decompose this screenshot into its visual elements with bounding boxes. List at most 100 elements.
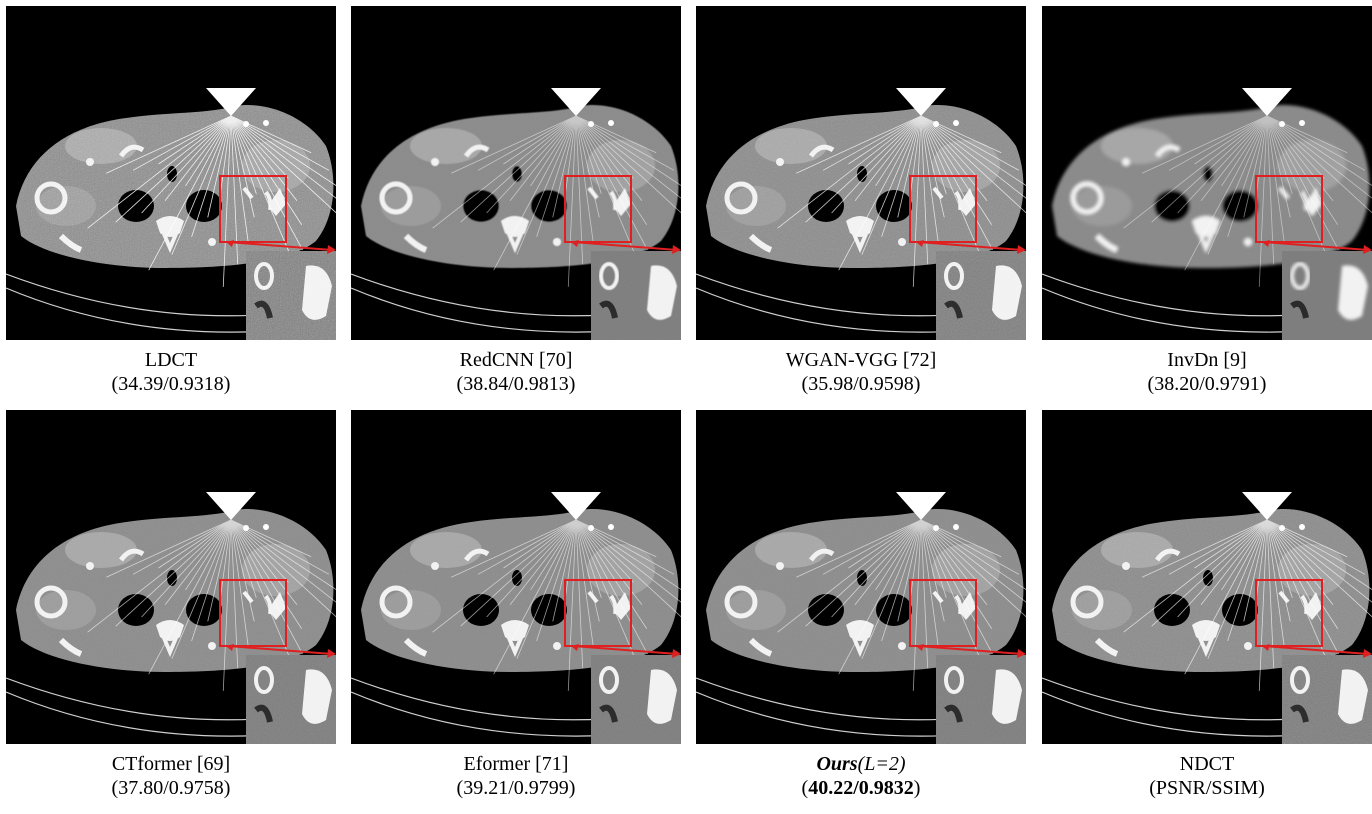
ct-image [351, 410, 681, 744]
streak-line [1266, 115, 1325, 179]
ct-slice-svg [696, 6, 1026, 340]
panel-caption: RedCNN [70] (38.84/0.9813) [351, 348, 681, 396]
muscle-region [1278, 140, 1346, 192]
ct-image [6, 410, 336, 744]
metric-bold-value: 40.22/0.9832 [808, 777, 914, 799]
metal-dot [1279, 121, 1285, 127]
metal-source [1242, 492, 1292, 520]
zoom-inset [246, 251, 336, 340]
streak-line [1266, 115, 1339, 251]
roi-arrowtail [916, 644, 924, 651]
metric-open-paren: ( [801, 777, 809, 799]
metal-source [206, 492, 256, 520]
method-name: CTformer [69] [111, 753, 231, 775]
metal-source [551, 88, 601, 116]
inset-dark-region [1290, 300, 1309, 319]
inset-noise [246, 655, 336, 744]
roi-arrow [917, 645, 1023, 655]
metal-source [896, 88, 946, 116]
method-name: NDCT [1179, 753, 1235, 775]
streak-line [1266, 115, 1293, 194]
panel-eformer: Eformer [71] (39.21/0.9799) [351, 410, 681, 800]
muscle-region [1072, 186, 1132, 226]
inset-noise [936, 655, 1026, 744]
bone-rib [1094, 233, 1119, 253]
air-cavity [1203, 166, 1213, 182]
inset-bone [1338, 265, 1368, 320]
roi-arrowhead [1017, 245, 1026, 254]
psnr-ssim-value: (37.80/0.9758) [111, 777, 231, 799]
ct-slice-svg [6, 6, 336, 340]
streak-line [1258, 115, 1268, 287]
inset-noise [1282, 655, 1372, 744]
roi-arrow [1263, 241, 1369, 251]
method-name: LDCT [144, 349, 198, 371]
roi-arrow [227, 241, 333, 251]
air-cavity [1154, 190, 1190, 222]
bone-fragment [1122, 158, 1130, 166]
streak-line [1184, 115, 1268, 271]
anatomy [1052, 105, 1370, 269]
inset-noise [591, 251, 681, 340]
bone-fragment [1244, 238, 1252, 246]
streak-line [1243, 115, 1268, 218]
ct-slice-svg [351, 410, 681, 744]
zoom-inset [246, 655, 336, 744]
roi-arrowtail [1262, 644, 1270, 651]
roi-arrowtail [226, 240, 234, 247]
roi-box [1255, 579, 1323, 647]
ct-slice-svg [1042, 410, 1372, 744]
streak-line [1151, 115, 1268, 223]
roi-box [564, 579, 632, 647]
ct-slice-svg [351, 6, 681, 340]
zoom-inset [591, 655, 681, 744]
streak-line [1221, 115, 1268, 187]
ct-image [696, 6, 1026, 340]
panel-wgan-vgg: WGAN-VGG [72] (35.98/0.9598) [696, 6, 1026, 396]
metal-source [206, 88, 256, 116]
method-name-suffix: (L=2) [857, 753, 906, 775]
zoom-inset [1282, 655, 1372, 744]
roi-arrowtail [1262, 240, 1270, 247]
figure-row-2: CTformer [69] (37.80/0.9758) Eformer [71… [6, 410, 1372, 814]
streak-line [1207, 115, 1268, 255]
zoom-inset [936, 655, 1026, 744]
roi-arrow [227, 645, 333, 655]
streak-line [1200, 115, 1268, 202]
ct-image [6, 6, 336, 340]
inset-bone-ring [1290, 262, 1310, 290]
streak-line [1266, 115, 1372, 214]
streak-line [1227, 115, 1268, 238]
muscle-region [1101, 128, 1173, 164]
roi-arrowtail [226, 644, 234, 651]
bone-fragment [1304, 188, 1322, 216]
panel-caption: Ours(L=2) (40.22/0.9832) [696, 752, 1026, 800]
inset-noise [591, 655, 681, 744]
metal-source [1242, 88, 1292, 116]
psnr-ssim-value: (38.20/0.9791) [1147, 373, 1267, 395]
roi-box [1255, 175, 1323, 243]
bone-clavicle [1154, 144, 1181, 158]
streak-line [1194, 115, 1268, 165]
roi-arrowhead [327, 245, 336, 254]
panel-caption: InvDn [9] (38.20/0.9791) [1042, 348, 1372, 396]
roi-arrow [1263, 645, 1369, 655]
streak-line [1266, 115, 1336, 276]
inset-noise [1282, 251, 1372, 340]
method-name: RedCNN [70] [459, 349, 573, 371]
panel-caption: CTformer [69] (37.80/0.9758) [6, 752, 336, 800]
figure-row-1: LDCT (34.39/0.9318) RedCNN [70] (38.84/0… [6, 6, 1372, 410]
streak-line [1266, 115, 1372, 199]
panel-ctformer: CTformer [69] (37.80/0.9758) [6, 410, 336, 800]
roi-arrowhead [327, 649, 336, 658]
psnr-ssim-value: (40.22/0.9832) [696, 776, 1026, 800]
roi-arrowhead [672, 649, 681, 658]
metal-artifact [1123, 115, 1372, 287]
roi-box [219, 175, 287, 243]
inset-noise [246, 251, 336, 340]
streak-line [1266, 115, 1285, 242]
figure-grid: LDCT (34.39/0.9318) RedCNN [70] (38.84/0… [6, 6, 1372, 814]
roi-arrowtail [916, 240, 924, 247]
streak-line [1123, 115, 1268, 229]
streak-line [1266, 115, 1291, 218]
